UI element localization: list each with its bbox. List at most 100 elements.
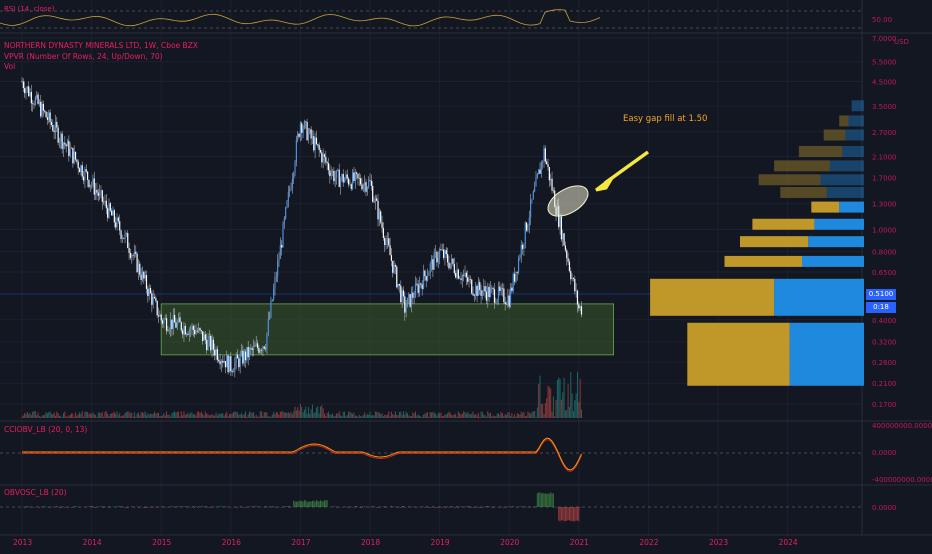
volume-bar bbox=[461, 414, 462, 418]
candle-body bbox=[369, 180, 370, 181]
candle-body bbox=[483, 286, 484, 291]
candle-body bbox=[410, 294, 411, 307]
volume-bar bbox=[361, 416, 362, 418]
volume-bar bbox=[295, 407, 296, 418]
volume-bar bbox=[454, 414, 455, 418]
volume-bar bbox=[328, 412, 329, 418]
candle-body bbox=[100, 190, 101, 191]
candle-body bbox=[58, 127, 59, 142]
candle-body bbox=[55, 122, 56, 132]
candle-body bbox=[317, 144, 318, 145]
volume-bar bbox=[430, 412, 431, 418]
volume-bar bbox=[325, 416, 326, 418]
volume-bar bbox=[84, 412, 85, 418]
volume-bar bbox=[483, 415, 484, 418]
candle-body bbox=[244, 352, 245, 364]
volume-bar bbox=[309, 414, 310, 418]
candle-body bbox=[75, 152, 76, 160]
candle-body bbox=[363, 185, 364, 189]
indicator2-histogram-bar bbox=[568, 507, 569, 520]
volume-bar bbox=[415, 411, 416, 418]
indicator2-histogram-bar bbox=[42, 506, 43, 507]
indicator2-histogram-bar bbox=[102, 506, 103, 507]
volume-bar bbox=[198, 411, 199, 418]
volume-bar bbox=[68, 415, 69, 418]
y-tick-label-1: 5.5000 bbox=[872, 59, 897, 67]
candle-body bbox=[167, 331, 168, 332]
candle-body bbox=[576, 291, 577, 292]
candle-body bbox=[250, 348, 251, 349]
volume-bar bbox=[422, 417, 423, 418]
volume-bar bbox=[285, 412, 286, 418]
indicator1-tick-1: 0.0000 bbox=[872, 449, 897, 457]
indicator2-histogram-bar bbox=[157, 507, 158, 508]
candle-body bbox=[478, 282, 479, 296]
candle-body bbox=[141, 275, 142, 280]
volume-bar bbox=[400, 412, 401, 418]
candle-body bbox=[371, 181, 372, 186]
volume-bar bbox=[91, 414, 92, 418]
volume-bar bbox=[439, 413, 440, 418]
candle-body bbox=[60, 134, 61, 141]
candle-body bbox=[569, 262, 570, 272]
indicator2-histogram-bar bbox=[187, 507, 188, 508]
volume-bar bbox=[412, 412, 413, 418]
volume-bar bbox=[55, 416, 56, 418]
volume-bar bbox=[471, 414, 472, 418]
volume-bar bbox=[264, 412, 265, 418]
volume-bar bbox=[109, 416, 110, 418]
candle-body bbox=[162, 320, 163, 323]
candle-body bbox=[83, 177, 84, 181]
candle-body bbox=[62, 134, 63, 149]
candle-body bbox=[120, 231, 121, 239]
volume-bar bbox=[293, 411, 294, 418]
volume-bar bbox=[494, 416, 495, 418]
candle-body bbox=[222, 361, 223, 363]
candle-body bbox=[194, 330, 195, 334]
volume-bar bbox=[438, 413, 439, 418]
volume-bar bbox=[258, 416, 259, 418]
volume-bar bbox=[82, 411, 83, 418]
indicator2-histogram-bar bbox=[426, 506, 427, 507]
candle-body bbox=[448, 262, 449, 268]
volume-bar bbox=[537, 408, 538, 418]
indicator2-histogram-bar bbox=[90, 506, 91, 507]
vpvr-bar-down bbox=[824, 129, 846, 140]
indicator2-histogram-bar bbox=[406, 507, 407, 508]
candle-body bbox=[501, 288, 502, 291]
candle-body bbox=[112, 210, 113, 215]
volume-bar bbox=[98, 412, 99, 418]
candle-body bbox=[578, 305, 579, 309]
volume-bar bbox=[312, 404, 313, 418]
indicator2-histogram-bar bbox=[183, 506, 184, 507]
candle-body bbox=[92, 179, 93, 185]
volume-bar bbox=[257, 417, 258, 418]
indicator2-histogram-bar bbox=[34, 507, 35, 508]
volume-bar bbox=[205, 412, 206, 418]
indicator2-histogram-bar bbox=[529, 506, 530, 507]
volume-bar bbox=[533, 411, 534, 418]
candle-body bbox=[436, 252, 437, 262]
candle-body bbox=[298, 134, 299, 137]
volume-bar bbox=[450, 413, 451, 418]
candle-body bbox=[232, 371, 233, 372]
volume-bar bbox=[402, 415, 403, 418]
candle-body bbox=[471, 280, 472, 294]
volume-bar bbox=[423, 415, 424, 418]
indicator2-histogram-bar bbox=[469, 507, 470, 508]
candle-body bbox=[459, 278, 460, 279]
volume-bar bbox=[577, 372, 578, 418]
volume-bar bbox=[367, 414, 368, 418]
candle-body bbox=[333, 171, 334, 181]
candle-body bbox=[118, 218, 119, 221]
volume-bar bbox=[212, 414, 213, 418]
volume-bar bbox=[245, 411, 246, 418]
volume-bar bbox=[238, 415, 239, 418]
candle-body bbox=[213, 340, 214, 350]
volume-bar bbox=[272, 415, 273, 418]
candle-body bbox=[535, 178, 536, 187]
candle-body bbox=[491, 288, 492, 289]
candle-body bbox=[138, 264, 139, 272]
